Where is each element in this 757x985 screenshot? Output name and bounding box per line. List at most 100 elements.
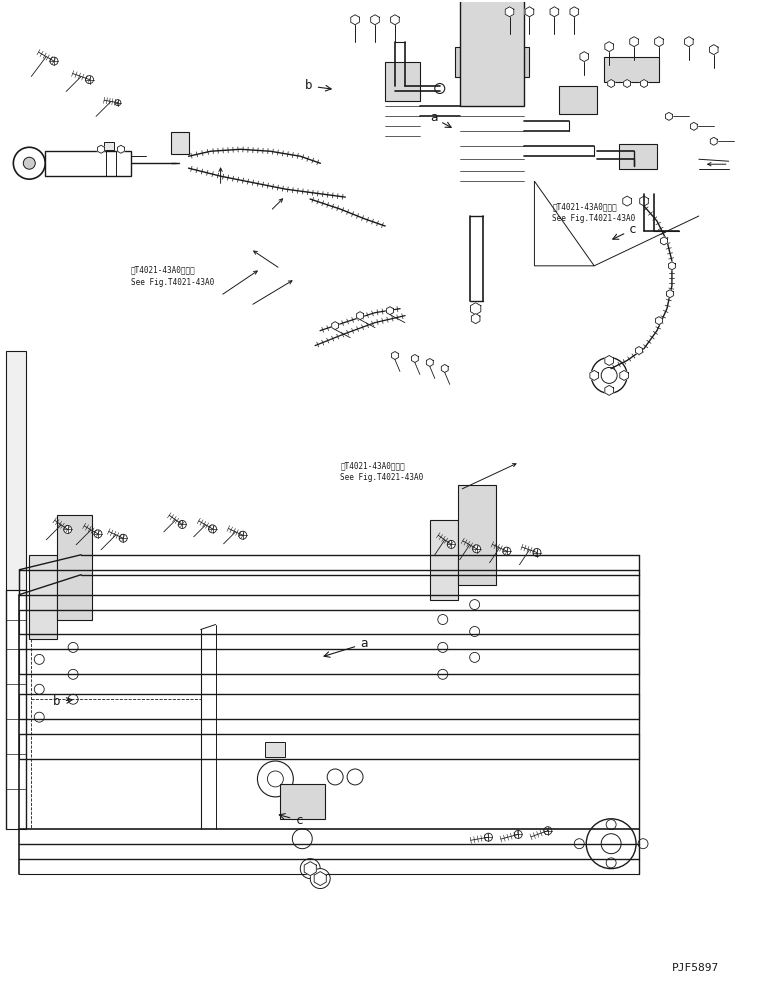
Circle shape	[179, 520, 186, 529]
Bar	[604, 56, 659, 82]
Circle shape	[209, 525, 217, 533]
Polygon shape	[590, 370, 599, 380]
Circle shape	[435, 84, 445, 94]
Circle shape	[68, 642, 78, 652]
Polygon shape	[655, 36, 663, 46]
Circle shape	[503, 548, 511, 556]
Polygon shape	[470, 302, 481, 314]
Polygon shape	[411, 355, 419, 362]
Text: c: c	[612, 223, 637, 239]
Polygon shape	[630, 36, 638, 46]
Polygon shape	[623, 196, 631, 206]
Circle shape	[533, 549, 541, 557]
Circle shape	[484, 833, 493, 841]
Circle shape	[469, 652, 480, 662]
Text: c: c	[279, 814, 303, 826]
Circle shape	[586, 819, 636, 869]
Text: PJF5897: PJF5897	[671, 963, 718, 973]
Polygon shape	[636, 347, 643, 355]
Text: See Fig.T4021-43A0: See Fig.T4021-43A0	[340, 473, 423, 482]
Polygon shape	[505, 7, 514, 17]
Polygon shape	[666, 290, 674, 297]
Polygon shape	[661, 237, 668, 245]
Polygon shape	[304, 862, 316, 876]
Polygon shape	[605, 385, 613, 395]
Polygon shape	[332, 322, 338, 330]
Circle shape	[544, 826, 552, 834]
Polygon shape	[371, 15, 379, 25]
Bar	[385, 62, 420, 101]
Text: a: a	[430, 111, 451, 127]
Circle shape	[292, 828, 312, 849]
Circle shape	[601, 367, 617, 383]
Text: See Fig.T4021-43A0: See Fig.T4021-43A0	[553, 214, 636, 223]
Polygon shape	[640, 196, 648, 206]
Polygon shape	[525, 7, 534, 17]
Polygon shape	[640, 80, 647, 88]
Polygon shape	[620, 370, 628, 380]
Polygon shape	[668, 262, 675, 270]
Circle shape	[310, 869, 330, 888]
Circle shape	[447, 541, 455, 549]
Text: 第T4021-43A0図参照: 第T4021-43A0図参照	[131, 266, 195, 275]
Circle shape	[638, 838, 648, 849]
Circle shape	[115, 99, 121, 105]
Bar	[430, 520, 458, 600]
Polygon shape	[534, 181, 594, 266]
Polygon shape	[314, 872, 326, 886]
Text: 第T4021-43A0図参照: 第T4021-43A0図参照	[340, 461, 405, 470]
Circle shape	[119, 534, 127, 542]
Circle shape	[68, 694, 78, 704]
Bar	[559, 87, 597, 114]
Circle shape	[575, 838, 584, 849]
Polygon shape	[608, 80, 615, 88]
Circle shape	[34, 654, 44, 664]
Polygon shape	[441, 364, 448, 372]
Bar	[458, 485, 496, 585]
Circle shape	[267, 771, 283, 787]
Text: b: b	[53, 695, 72, 708]
Bar	[619, 144, 657, 169]
Circle shape	[438, 670, 447, 680]
Polygon shape	[387, 306, 394, 314]
Polygon shape	[570, 7, 578, 17]
Circle shape	[347, 769, 363, 785]
Polygon shape	[710, 137, 717, 145]
Polygon shape	[357, 311, 363, 320]
Circle shape	[257, 761, 293, 797]
Bar	[30, 555, 58, 639]
Circle shape	[238, 531, 247, 539]
Polygon shape	[117, 145, 124, 154]
Polygon shape	[684, 36, 693, 46]
Text: b: b	[305, 80, 331, 93]
Circle shape	[34, 712, 44, 722]
Circle shape	[327, 769, 343, 785]
Polygon shape	[580, 51, 588, 62]
Polygon shape	[350, 15, 360, 25]
Bar	[459, 0, 525, 106]
Polygon shape	[472, 313, 480, 324]
Circle shape	[14, 148, 45, 179]
Circle shape	[438, 615, 447, 624]
Polygon shape	[690, 122, 697, 130]
Polygon shape	[550, 7, 559, 17]
Bar	[266, 742, 285, 757]
Polygon shape	[98, 145, 104, 154]
Circle shape	[469, 600, 480, 610]
Circle shape	[23, 158, 36, 169]
Circle shape	[472, 545, 481, 553]
Bar	[6, 351, 26, 590]
Bar	[171, 132, 188, 155]
Circle shape	[64, 525, 72, 534]
Circle shape	[606, 820, 616, 829]
Polygon shape	[605, 41, 613, 51]
Polygon shape	[605, 356, 613, 365]
Polygon shape	[45, 152, 131, 176]
Polygon shape	[709, 44, 718, 54]
Circle shape	[601, 833, 621, 854]
Polygon shape	[624, 80, 631, 88]
Polygon shape	[665, 112, 672, 120]
Circle shape	[514, 830, 522, 838]
Bar	[58, 515, 92, 620]
Text: 第T4021-43A0図参照: 第T4021-43A0図参照	[553, 202, 617, 211]
